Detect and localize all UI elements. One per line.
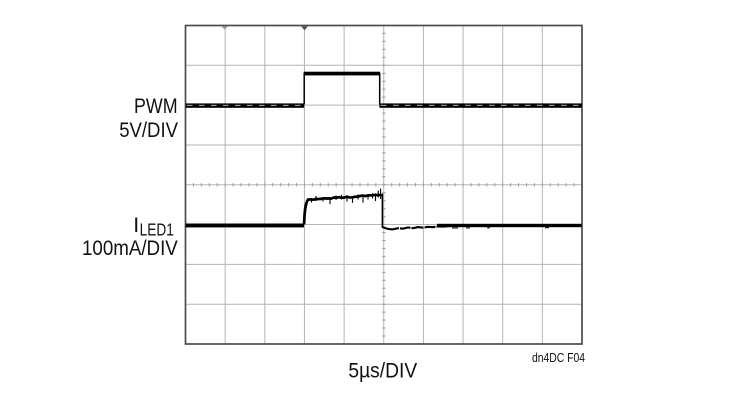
svg-text:5V/DIV: 5V/DIV bbox=[119, 118, 178, 142]
svg-text:dn4DC F04: dn4DC F04 bbox=[532, 350, 585, 365]
svg-text:LED1: LED1 bbox=[140, 220, 174, 240]
svg-text:PWM: PWM bbox=[134, 94, 178, 118]
svg-text:5µs/DIV: 5µs/DIV bbox=[348, 358, 417, 382]
svg-text:100mA/DIV: 100mA/DIV bbox=[82, 236, 178, 260]
svg-text:I: I bbox=[133, 213, 139, 237]
